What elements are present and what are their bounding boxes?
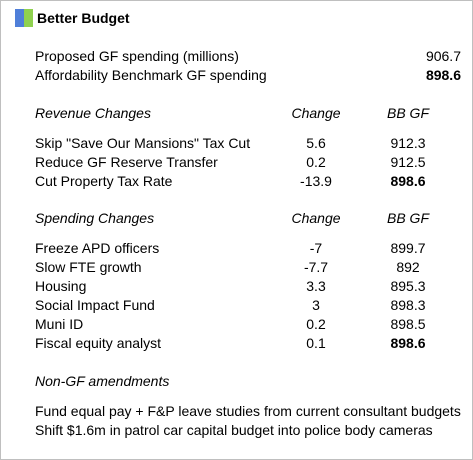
summary-value: 898.6	[425, 67, 461, 83]
spending-row: Freeze APD officers -7 899.7	[0, 239, 473, 258]
spending-row-change: 0.2	[306, 316, 326, 332]
non-gf-item: Shift $1.6m in patrol car capital budget…	[0, 421, 473, 440]
spending-row: Fiscal equity analyst 0.1 898.6	[0, 334, 473, 353]
summary-label: Proposed GF spending (millions)	[35, 48, 239, 64]
spending-row-bb: 898.3	[390, 297, 426, 313]
spending-row-label: Muni ID	[35, 316, 84, 332]
spending-row-change: 0.1	[306, 335, 326, 351]
spending-row-change: -7.7	[303, 259, 329, 275]
summary-label: Affordability Benchmark GF spending	[35, 67, 267, 83]
spending-row-label: Freeze APD officers	[35, 240, 160, 256]
non-gf-header-row: Non-GF amendments	[0, 372, 473, 391]
spending-row-bb: 892	[396, 259, 420, 275]
non-gf-heading: Non-GF amendments	[35, 373, 170, 389]
spending-row-label: Slow FTE growth	[35, 259, 142, 275]
spending-row-change: 3.3	[306, 278, 326, 294]
revenue-row-change: -13.9	[300, 173, 332, 189]
spending-header-row: Spending Changes Change BB GF	[0, 209, 473, 228]
spending-heading: Spending Changes	[35, 210, 155, 226]
logo-blue-block	[15, 9, 24, 27]
revenue-row-change: 0.2	[306, 154, 326, 170]
revenue-row-label: Skip "Save Our Mansions" Tax Cut	[35, 135, 251, 151]
spending-row-label: Social Impact Fund	[35, 297, 155, 313]
revenue-row: Cut Property Tax Rate -13.9 898.6	[0, 172, 473, 191]
revenue-row: Reduce GF Reserve Transfer 0.2 912.5	[0, 153, 473, 172]
spending-row-bb: 899.7	[390, 240, 426, 256]
spending-row: Slow FTE growth -7.7 892	[0, 258, 473, 277]
spending-row-label: Fiscal equity analyst	[35, 335, 162, 351]
spending-row-change: -7	[309, 240, 323, 256]
brand-title: Better Budget	[37, 10, 130, 26]
better-budget-logo-icon	[15, 9, 33, 27]
revenue-heading: Revenue Changes	[35, 105, 151, 121]
non-gf-item-text: Shift $1.6m in patrol car capital budget…	[35, 422, 433, 438]
change-column-header: Change	[291, 210, 341, 226]
summary-row-proposed: Proposed GF spending (millions) 906.7	[0, 47, 473, 66]
revenue-row-label: Reduce GF Reserve Transfer	[35, 154, 218, 170]
revenue-row-label: Cut Property Tax Rate	[35, 173, 173, 189]
spending-row-bb: 898.5	[390, 316, 426, 332]
summary-value: 906.7	[425, 48, 461, 64]
revenue-header-row: Revenue Changes Change BB GF	[0, 104, 473, 123]
non-gf-item-text: Fund equal pay + F&P leave studies from …	[35, 403, 461, 419]
revenue-row-bb: 898.6	[390, 173, 426, 189]
spending-row-bb: 898.6	[390, 335, 426, 351]
spending-row: Social Impact Fund 3 898.3	[0, 296, 473, 315]
revenue-row-change: 5.6	[306, 135, 326, 151]
change-column-header: Change	[291, 105, 341, 121]
non-gf-item: Fund equal pay + F&P leave studies from …	[0, 402, 473, 421]
revenue-row-bb: 912.3	[390, 135, 426, 151]
summary-row-benchmark: Affordability Benchmark GF spending 898.…	[0, 66, 473, 85]
bb-gf-column-header: BB GF	[386, 105, 429, 121]
spending-row: Housing 3.3 895.3	[0, 277, 473, 296]
spending-row-label: Housing	[35, 278, 87, 294]
spending-row: Muni ID 0.2 898.5	[0, 315, 473, 334]
bb-gf-column-header: BB GF	[386, 210, 429, 226]
revenue-row: Skip "Save Our Mansions" Tax Cut 5.6 912…	[0, 134, 473, 153]
revenue-row-bb: 912.5	[390, 154, 426, 170]
logo-green-block	[24, 9, 33, 27]
spending-row-change: 3	[312, 297, 320, 313]
spending-row-bb: 895.3	[390, 278, 426, 294]
